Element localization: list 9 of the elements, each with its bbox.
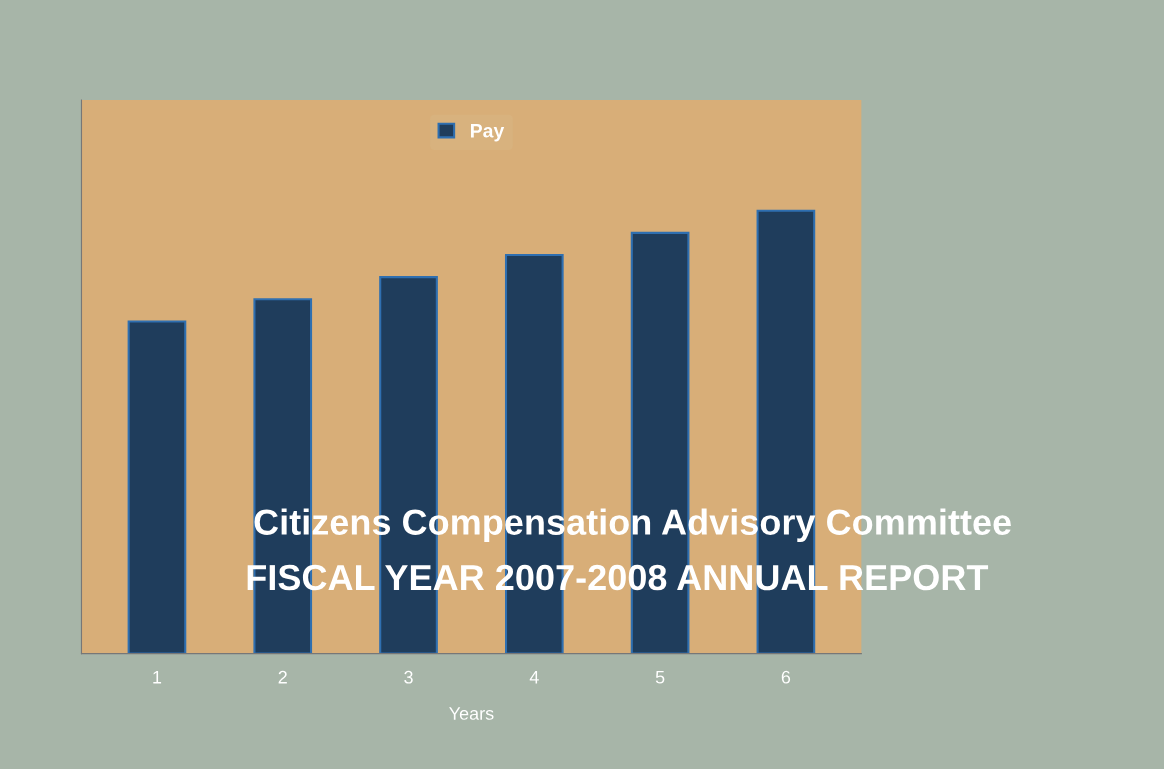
x-axis-title: Years	[449, 707, 494, 720]
x-tick-label: 3	[404, 670, 413, 684]
x-tick-label: 4	[529, 670, 539, 684]
x-tick-label: 1	[153, 670, 162, 684]
bar	[127, 320, 187, 654]
x-tick-label: 5	[655, 670, 665, 684]
x-tick-label: 2	[278, 670, 287, 684]
legend-label: Pay	[470, 124, 505, 142]
x-tick-label: 6	[781, 670, 791, 684]
